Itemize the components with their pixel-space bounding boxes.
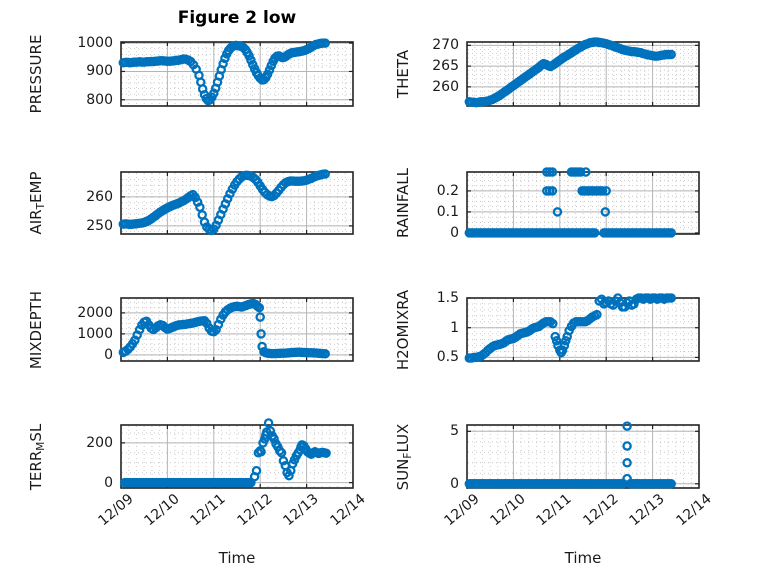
- y-axis-label-rainfall: RAINFALL: [394, 168, 414, 238]
- ytick-label-h2omixra: 1.5: [436, 290, 459, 306]
- ytick-label-pressure: 900: [86, 63, 113, 80]
- figure-title: Figure 2 low: [177, 8, 297, 28]
- ytick-label-h2omixra: 1: [450, 319, 459, 336]
- ytick-label-sun-flux: 0: [450, 475, 459, 492]
- series-terr-msl: [119, 418, 331, 488]
- y-axis-label-theta: THETA: [394, 50, 414, 98]
- series-h2omixra: [464, 293, 676, 363]
- series-theta: [464, 37, 676, 108]
- ylabel-text: LUX: [394, 423, 412, 453]
- series-rainfall: [464, 167, 676, 238]
- ytick-label-terr-msl: 0: [104, 474, 113, 491]
- ytick-label-sun-flux: 5: [450, 423, 459, 440]
- panel-rainfall: [464, 167, 700, 238]
- ytick-label-rainfall: 0: [450, 224, 459, 241]
- ytick-label-rainfall: 0.2: [436, 182, 459, 199]
- series-air-temp: [118, 169, 330, 236]
- ytick-label-theta: 265: [432, 58, 459, 75]
- panel-terr-msl: [119, 418, 354, 489]
- ylabel-subscript: T: [35, 202, 47, 210]
- ytick-label-h2omixra: 0.5: [436, 349, 459, 366]
- ylabel-text: TERR: [27, 450, 45, 490]
- ylabel-text: PRESSURE: [27, 34, 45, 114]
- ytick-label-theta: 270: [432, 37, 459, 54]
- minor-grid: [468, 426, 698, 487]
- panel-theta: [464, 37, 700, 108]
- series-mixdepth: [118, 298, 330, 359]
- ylabel-text: EMP: [27, 171, 45, 203]
- x-axis-label-right: Time: [564, 549, 602, 567]
- y-axis-label-terr-msl: TERRMSL: [27, 423, 47, 489]
- minor-grid: [468, 173, 698, 233]
- y-axis-label-air-temp: AIRTEMP: [27, 172, 47, 235]
- ylabel-text: MIXDEPTH: [27, 290, 45, 369]
- ytick-label-rainfall: 0.1: [436, 203, 459, 220]
- panel-sun-flux: [464, 421, 700, 489]
- ylabel-subscript: M: [35, 441, 47, 451]
- axes-box: [120, 424, 354, 489]
- ytick-label-pressure: 1000: [77, 35, 113, 52]
- ytick-label-terr-msl: 200: [86, 434, 113, 451]
- y-axis-label-mixdepth: MIXDEPTH: [27, 290, 47, 368]
- series-sun-flux: [464, 421, 676, 489]
- y-axis-label-sun-flux: SUNFLUX: [394, 423, 414, 490]
- ytick-label-air-temp: 260: [86, 188, 113, 205]
- axes-box: [120, 297, 354, 362]
- ylabel-text: SL: [27, 423, 45, 442]
- ytick-label-air-temp: 250: [86, 217, 113, 234]
- y-axis-label-h2omixra: H2OMIXRA: [394, 289, 414, 369]
- ytick-label-pressure: 800: [86, 91, 113, 108]
- ylabel-text: AIR: [27, 209, 45, 235]
- series-pressure: [118, 38, 330, 106]
- panel-h2omixra: [464, 293, 700, 363]
- ylabel-text: SUN: [394, 458, 412, 490]
- ylabel-text: THETA: [394, 49, 412, 99]
- minor-grid: [468, 299, 698, 360]
- panel-air-temp: [118, 169, 354, 236]
- axes-box: [466, 297, 700, 362]
- ytick-label-mixdepth: 1000: [77, 325, 113, 342]
- panel-pressure: [118, 38, 354, 107]
- ylabel-text: RAINFALL: [394, 168, 412, 238]
- axes-box: [120, 171, 354, 235]
- panel-mixdepth: [118, 297, 354, 362]
- x-axis-label-left: Time: [218, 549, 256, 567]
- y-axis-label-pressure: PRESSURE: [27, 35, 47, 114]
- ytick-label-mixdepth: 0: [104, 346, 113, 363]
- ylabel-subscript: F: [402, 452, 414, 459]
- ytick-label-mixdepth: 2000: [77, 304, 113, 321]
- ylabel-text: H2OMIXRA: [394, 289, 412, 370]
- ytick-label-theta: 260: [432, 78, 459, 95]
- minor-grid: [122, 43, 352, 105]
